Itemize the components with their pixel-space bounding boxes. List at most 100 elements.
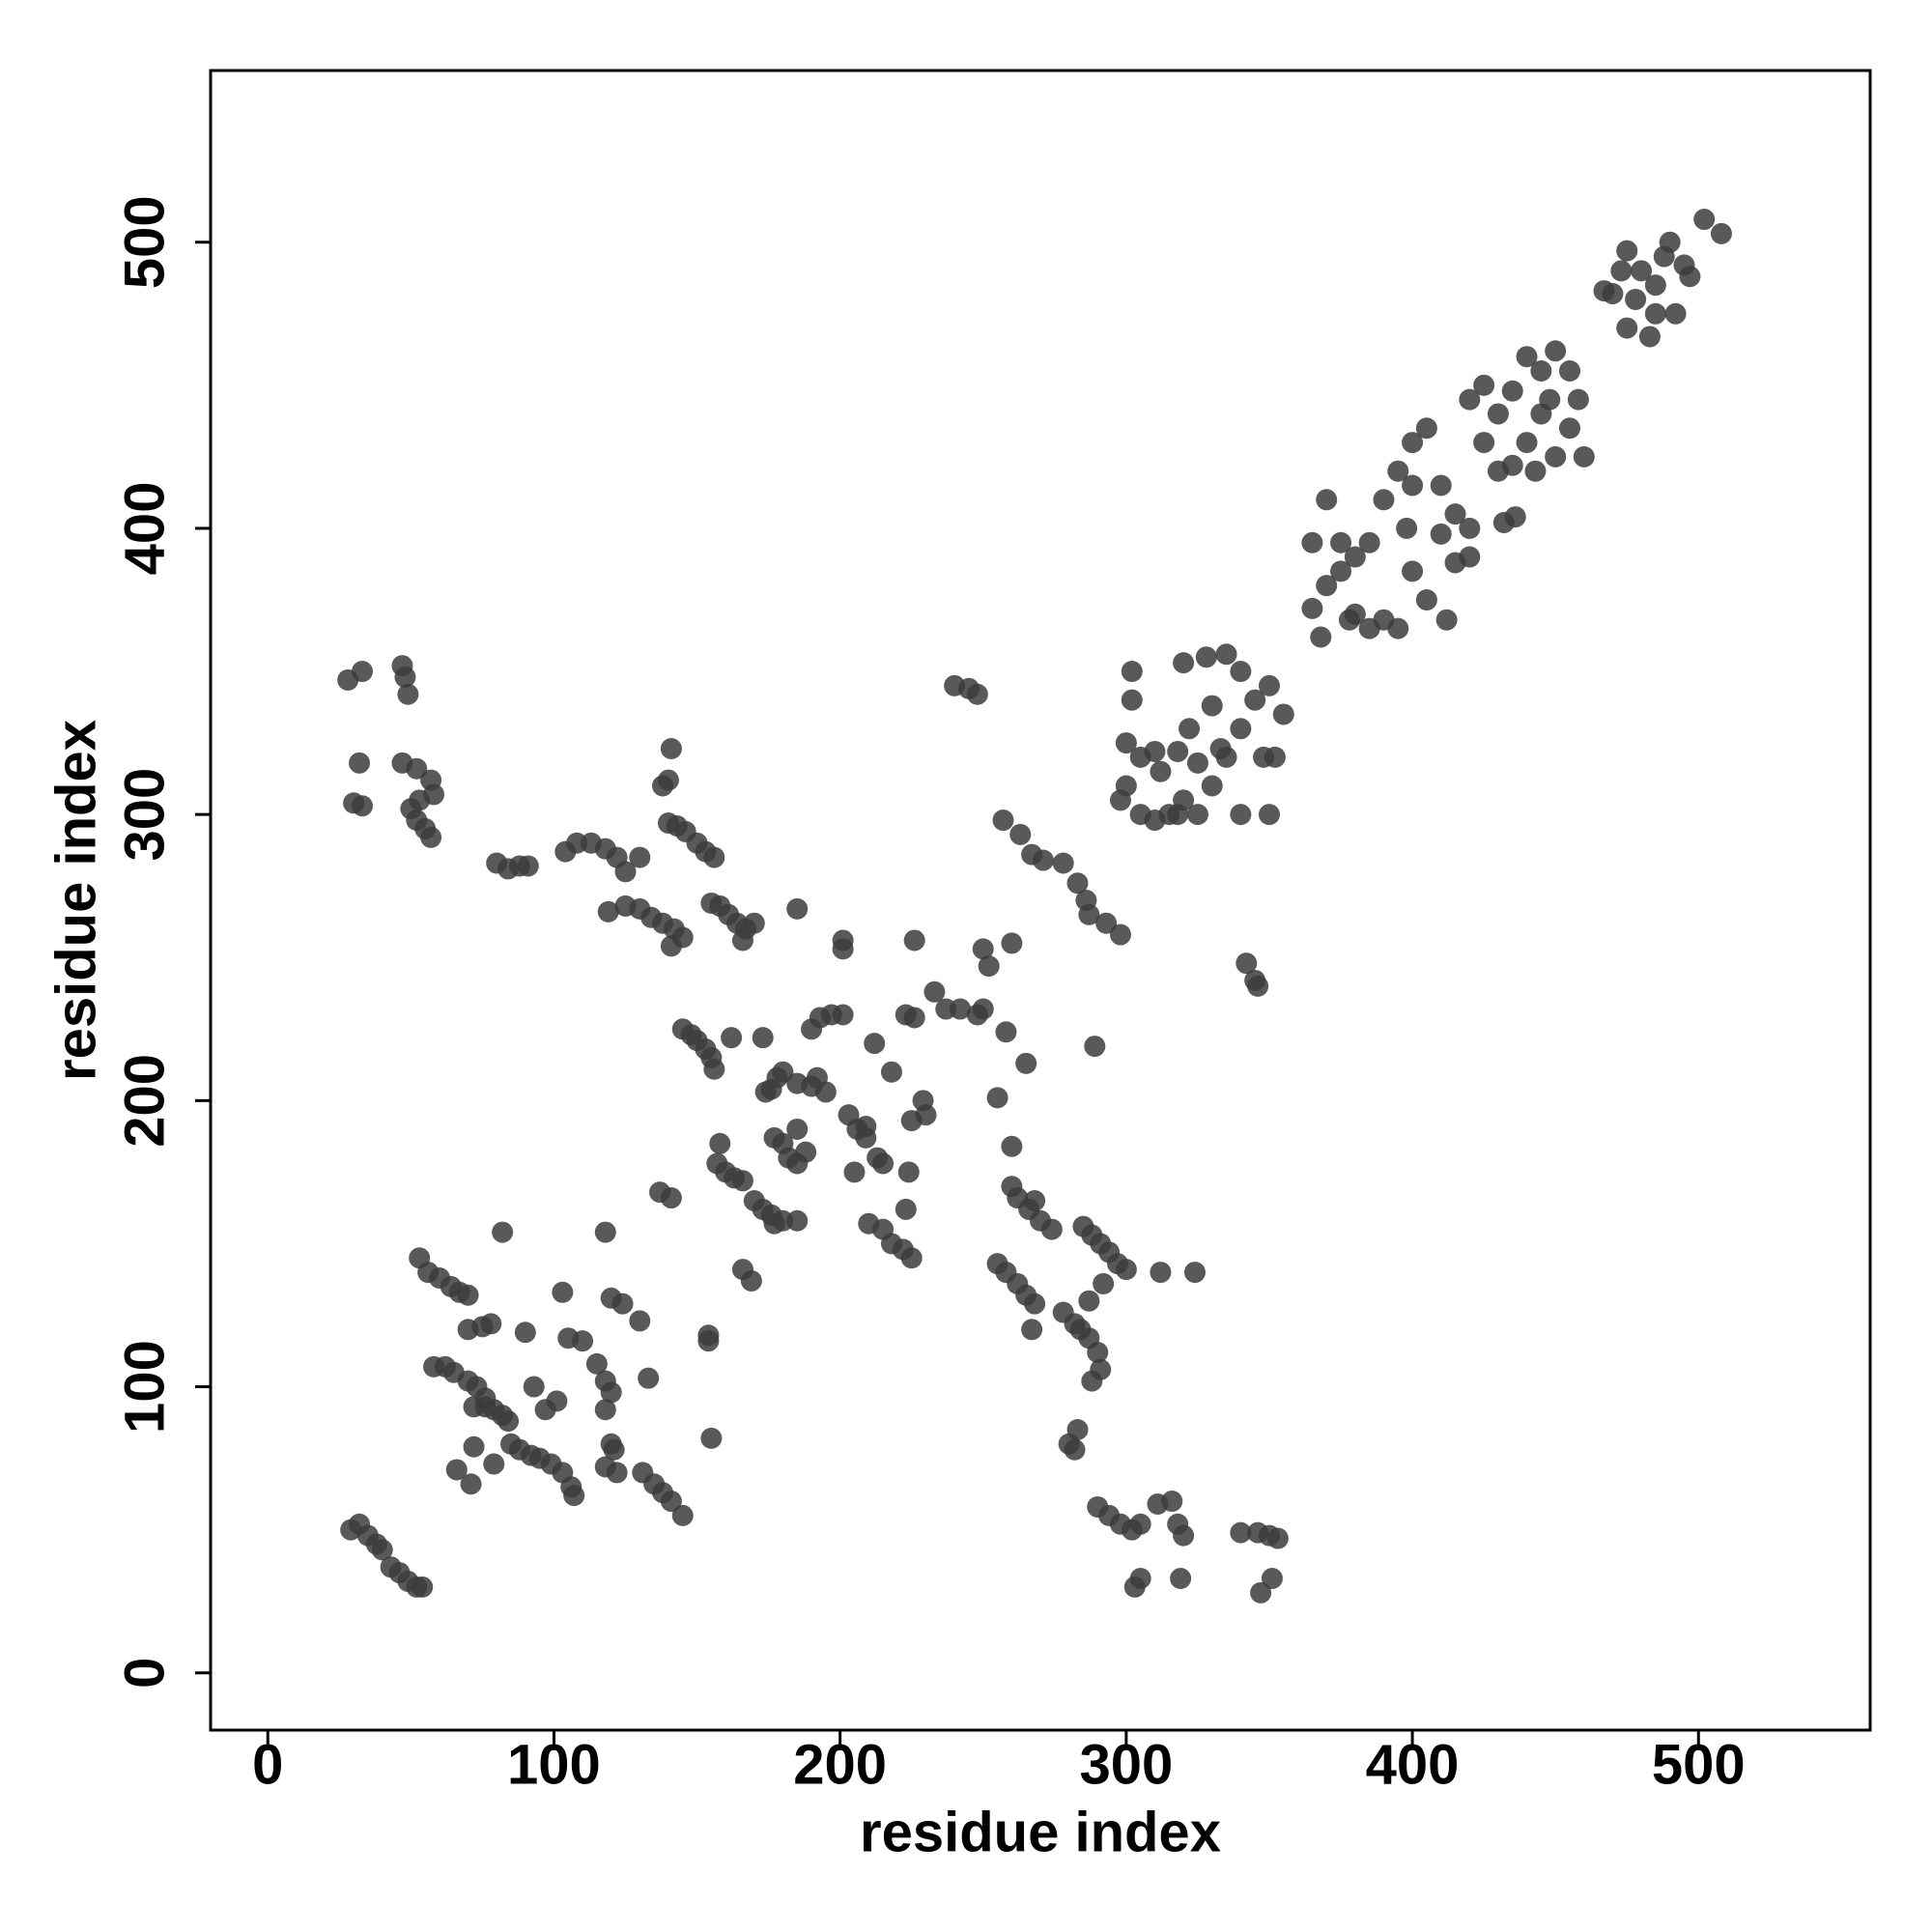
point	[1301, 531, 1323, 554]
point	[349, 752, 371, 774]
point	[903, 1007, 925, 1029]
point	[1167, 740, 1189, 762]
point	[763, 1212, 785, 1235]
y-axis-label: residue index	[44, 720, 107, 1081]
point	[897, 1161, 920, 1183]
point	[660, 1187, 682, 1209]
point	[1444, 552, 1466, 574]
point	[1015, 1052, 1037, 1074]
point	[1625, 288, 1647, 310]
point	[1129, 1513, 1151, 1535]
point	[629, 1310, 651, 1332]
point	[786, 897, 809, 920]
point	[1230, 804, 1252, 826]
point	[1435, 609, 1458, 631]
point	[1330, 531, 1352, 554]
y-tick-label: 100	[113, 1340, 176, 1434]
point	[463, 1435, 485, 1458]
point	[1644, 302, 1666, 325]
point	[546, 1390, 568, 1412]
point	[1430, 474, 1452, 497]
y-tick-label: 0	[113, 1658, 176, 1689]
point	[855, 1116, 877, 1138]
point	[1121, 661, 1143, 683]
point	[972, 998, 994, 1020]
point	[731, 1170, 753, 1192]
point	[1247, 975, 1269, 997]
point	[1638, 326, 1661, 348]
point	[552, 1281, 574, 1303]
point	[923, 980, 946, 1003]
point	[351, 795, 373, 817]
y-tick-label: 300	[113, 768, 176, 862]
point	[872, 1152, 895, 1175]
point	[1095, 912, 1118, 934]
point	[480, 1313, 502, 1335]
point	[409, 789, 431, 811]
point	[1115, 1259, 1137, 1281]
point	[1021, 1319, 1043, 1341]
point	[1009, 823, 1032, 845]
point	[915, 1104, 937, 1126]
point	[1310, 626, 1332, 648]
point	[721, 1027, 743, 1049]
point	[1316, 575, 1338, 597]
point	[600, 1381, 622, 1404]
point	[597, 900, 619, 923]
point	[1179, 718, 1201, 740]
point	[1487, 403, 1509, 425]
point	[1195, 646, 1217, 668]
point	[1230, 1521, 1252, 1544]
point	[1081, 1370, 1103, 1392]
point	[594, 1399, 616, 1421]
point	[1244, 689, 1266, 711]
point	[614, 861, 637, 883]
point	[1539, 388, 1561, 411]
point	[1545, 340, 1567, 362]
point	[1301, 597, 1323, 619]
point	[1129, 1568, 1151, 1590]
point	[1524, 460, 1547, 482]
point	[1209, 738, 1232, 760]
point	[523, 1376, 545, 1398]
point	[1396, 517, 1418, 539]
x-axis-label: residue index	[860, 1801, 1221, 1863]
point	[1167, 804, 1189, 826]
point	[1258, 674, 1280, 696]
point	[1066, 1418, 1089, 1440]
point	[660, 935, 682, 957]
point	[514, 1321, 536, 1344]
point	[832, 929, 854, 952]
point	[1516, 432, 1538, 454]
point	[638, 1367, 660, 1389]
point	[786, 1209, 809, 1232]
point	[1644, 274, 1666, 297]
point	[950, 998, 972, 1020]
point	[709, 1132, 731, 1154]
point	[731, 929, 753, 952]
point	[1558, 360, 1580, 383]
point	[1653, 245, 1675, 268]
point	[671, 1504, 694, 1526]
point	[1710, 222, 1732, 244]
point	[1078, 903, 1100, 925]
point	[1344, 546, 1366, 568]
point	[752, 1027, 774, 1049]
point	[1616, 240, 1638, 262]
point	[572, 1330, 594, 1352]
x-tick-label: 100	[507, 1733, 601, 1796]
point	[795, 1141, 817, 1163]
point	[1186, 804, 1208, 826]
point	[457, 1284, 479, 1306]
point	[1501, 380, 1523, 402]
point	[700, 1427, 723, 1449]
point	[806, 1066, 828, 1089]
point	[1444, 503, 1466, 526]
x-tick-label: 0	[252, 1733, 283, 1796]
plot-frame	[209, 69, 1872, 1732]
point	[972, 938, 994, 960]
point	[986, 1087, 1009, 1109]
point	[460, 1473, 482, 1495]
point	[1250, 1581, 1272, 1604]
